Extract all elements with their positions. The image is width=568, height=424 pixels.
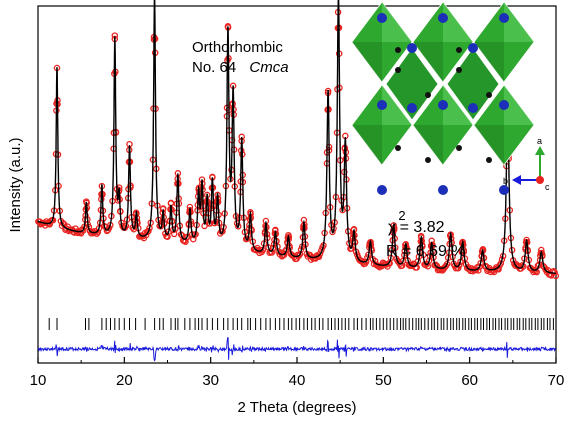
- cation-atom: [438, 185, 448, 195]
- octahedron-face: [443, 2, 473, 42]
- observed-point: [329, 228, 336, 236]
- octahedron-face: [474, 125, 504, 165]
- cation-atom: [407, 43, 417, 53]
- anion-atom: [395, 67, 401, 73]
- phase-label: Orthorhombic: [192, 39, 283, 56]
- octahedron-face: [352, 42, 382, 82]
- x-tick-label: 10: [30, 372, 47, 389]
- octahedron-face: [352, 125, 382, 165]
- observed-point: [432, 261, 439, 269]
- axes-indicator: a b c: [503, 136, 550, 192]
- octahedron: [446, 47, 500, 121]
- space-group-symbol: Cmca: [249, 59, 288, 76]
- space-group-number: No. 64: [192, 59, 236, 76]
- anion-atom: [395, 145, 401, 151]
- b-axis-arrowhead: [512, 175, 521, 185]
- observed-point: [243, 235, 251, 242]
- observed-point: [443, 260, 451, 268]
- cation-atom: [407, 103, 417, 113]
- c-axis-dot: [536, 176, 544, 184]
- observed-point: [518, 262, 526, 269]
- cation-atom: [377, 13, 387, 23]
- octahedron-face: [413, 125, 443, 165]
- chi-symbol: χ: [388, 219, 397, 236]
- observed-point: [375, 262, 382, 270]
- a-axis-label: a: [537, 136, 542, 146]
- cation-atom: [377, 100, 387, 110]
- crystal-structure-inset: a b c: [351, 1, 550, 195]
- anion-atom: [456, 47, 462, 53]
- bragg-reflections: [48, 318, 554, 330]
- octahedron-face: [443, 85, 473, 125]
- space-group-annotation: No. 64 Cmca: [192, 59, 289, 76]
- observed-point: [438, 265, 445, 273]
- calculated-profile: [37, 0, 556, 274]
- x-tick-label: 30: [202, 372, 219, 389]
- x-axis-title: 2 Theta (degrees): [238, 399, 357, 416]
- octahedron-face: [382, 85, 412, 125]
- difference-line: [37, 337, 556, 362]
- anion-atom: [486, 157, 492, 163]
- anion-atom: [395, 47, 401, 53]
- r-factor-annotation: R = 6.69 %: [386, 243, 466, 260]
- octahedron: [385, 47, 439, 121]
- octahedron-face: [474, 42, 504, 82]
- observed-point: [145, 227, 152, 235]
- anion-atom: [425, 92, 431, 98]
- cation-atom: [468, 43, 478, 53]
- observed-point: [456, 261, 463, 269]
- anion-atom: [425, 157, 431, 163]
- x-tick-label: 70: [548, 372, 565, 389]
- anion-atom: [456, 145, 462, 151]
- observed-point: [497, 260, 505, 267]
- octahedron-face: [382, 2, 412, 42]
- difference-curve: [37, 337, 556, 362]
- anion-atom: [456, 67, 462, 73]
- cation-atom: [468, 103, 478, 113]
- cation-atom: [499, 100, 509, 110]
- octahedron-face: [413, 42, 443, 82]
- x-tick-label: 60: [461, 372, 478, 389]
- a-axis-arrowhead: [535, 146, 545, 155]
- octahedra-layer: [351, 1, 535, 166]
- cation-atom: [377, 185, 387, 195]
- chi-exponent: 2: [398, 208, 405, 223]
- c-axis-label: c: [545, 182, 550, 192]
- x-tick-label: 20: [116, 372, 133, 389]
- cation-atom: [438, 13, 448, 23]
- octahedron-face: [504, 85, 534, 125]
- octahedron-face: [504, 2, 534, 42]
- cation-atom: [438, 100, 448, 110]
- chi-value: = 3.82: [400, 219, 445, 236]
- b-axis-label: b: [503, 176, 508, 186]
- x-tick-label: 40: [289, 372, 306, 389]
- x-axis-ticks: 10 20 30 40 50 60 70: [30, 357, 565, 389]
- calculated-line: [37, 0, 556, 274]
- observed-point: [316, 250, 324, 257]
- cation-atom: [499, 185, 509, 195]
- x-tick-label: 50: [375, 372, 392, 389]
- chi-square-annotation: χ2 = 3.82: [388, 208, 445, 236]
- cation-atom: [499, 13, 509, 23]
- y-axis-title: Intensity (a.u.): [7, 137, 24, 232]
- atoms-layer: [377, 13, 509, 195]
- anion-atom: [486, 92, 492, 98]
